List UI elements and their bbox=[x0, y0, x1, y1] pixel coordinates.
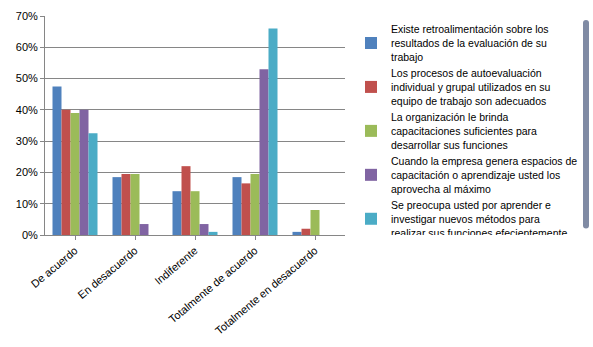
svg-text:La organización le brindacapac: La organización le brindacapacitaciones … bbox=[391, 111, 537, 150]
svg-text:Totalmente de acuerdo: Totalmente de acuerdo bbox=[166, 244, 259, 325]
svg-text:Se preocupa usted por aprender: Se preocupa usted por aprender einvestig… bbox=[391, 199, 567, 235]
svg-text:Indiferente: Indiferente bbox=[152, 244, 200, 287]
svg-text:Los procesos de autoevaluación: Los procesos de autoevaluaciónindividual… bbox=[391, 67, 551, 106]
svg-text:70%: 70% bbox=[16, 10, 38, 22]
svg-text:50%: 50% bbox=[16, 72, 38, 84]
svg-text:Cuando la empresa genera espac: Cuando la empresa genera espacios decapa… bbox=[391, 155, 577, 194]
svg-text:0%: 0% bbox=[22, 229, 38, 241]
svg-text:De acuerdo: De acuerdo bbox=[29, 244, 80, 290]
svg-text:10%: 10% bbox=[16, 198, 38, 210]
svg-text:Existe retroalimentación sobre: Existe retroalimentación sobre losresult… bbox=[391, 23, 549, 62]
svg-text:60%: 60% bbox=[16, 41, 38, 53]
svg-text:Totalmente en desacuerdo: Totalmente en desacuerdo bbox=[213, 244, 320, 337]
svg-text:40%: 40% bbox=[16, 104, 38, 116]
svg-text:En desacuerdo: En desacuerdo bbox=[75, 244, 139, 301]
svg-text:30%: 30% bbox=[16, 135, 38, 147]
svg-text:20%: 20% bbox=[16, 166, 38, 178]
